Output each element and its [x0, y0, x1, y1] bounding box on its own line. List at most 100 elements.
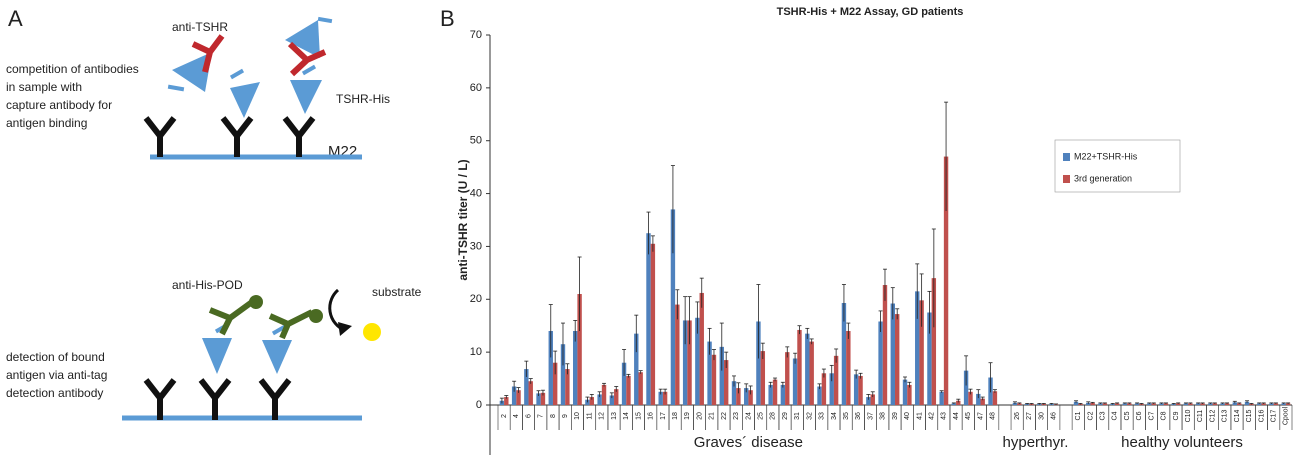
- y-tick-label: 70: [470, 29, 482, 41]
- group-label: healthy volunteers: [1121, 434, 1243, 451]
- bar: [1224, 403, 1230, 405]
- bar: [723, 360, 729, 405]
- bar: [1098, 403, 1103, 405]
- bar: [870, 394, 875, 405]
- x-tick-label: C3: [1100, 411, 1107, 420]
- x-tick-label: 16: [648, 412, 655, 420]
- bar: [980, 398, 985, 405]
- x-tick-label: 18: [672, 412, 679, 420]
- bar: [907, 384, 912, 405]
- x-tick-label: 23: [733, 412, 740, 420]
- bar: [833, 355, 839, 405]
- legend-box: [1054, 139, 1181, 193]
- antigens: [167, 16, 333, 118]
- bar: [919, 300, 924, 405]
- bar: [682, 320, 688, 405]
- y-tick-label: 0: [476, 399, 482, 411]
- x-tick-label: 42: [928, 412, 935, 420]
- label: substrate: [372, 285, 422, 299]
- group-label: Graves´ disease: [694, 434, 803, 451]
- x-tick-label: 37: [867, 412, 874, 420]
- x-tick-label: 47: [977, 412, 984, 420]
- detector-antibodies: [208, 299, 314, 340]
- bar: [1237, 403, 1242, 405]
- x-tick-label: 31: [794, 412, 801, 420]
- bar: [915, 291, 920, 405]
- y-tick-label: 60: [470, 82, 482, 94]
- bar: [675, 304, 680, 405]
- bar: [853, 374, 859, 405]
- x-tick-label: 29: [782, 412, 789, 420]
- bar: [736, 388, 741, 405]
- chart-title: TSHR-His + M22 Assay, GD patients: [777, 6, 964, 18]
- bar: [589, 397, 595, 405]
- bar: [516, 390, 521, 405]
- x-tick-label: 34: [831, 412, 838, 420]
- x-tick-label: C17: [1271, 409, 1278, 422]
- bar: [1183, 403, 1189, 405]
- x-tick-label: 19: [684, 412, 691, 420]
- bar: [963, 370, 969, 405]
- bar: [1220, 403, 1225, 405]
- x-tick-label: 8: [550, 414, 557, 418]
- bar: [601, 384, 607, 405]
- bar: [1257, 403, 1262, 405]
- y-tick-label: 20: [470, 293, 482, 305]
- bar: [1090, 402, 1095, 405]
- bar: [809, 341, 814, 405]
- x-tick-label: 22: [721, 412, 728, 420]
- bar: [1188, 403, 1193, 405]
- bar: [866, 397, 871, 405]
- enzyme: [309, 309, 323, 323]
- x-tick-label: 32: [806, 412, 813, 420]
- x-tick-label: 20: [696, 412, 703, 420]
- bar: [634, 333, 639, 405]
- bar: [902, 379, 908, 405]
- y-tick-label: 50: [470, 135, 482, 147]
- bar: [731, 381, 737, 405]
- bar: [540, 392, 546, 405]
- bar: [895, 314, 900, 405]
- enzyme: [249, 295, 263, 309]
- bar: [768, 384, 773, 405]
- panel-label: A: [8, 6, 23, 31]
- x-tick-label: Cpool: [1283, 406, 1290, 425]
- text-line: antigen via anti-tag: [6, 368, 107, 382]
- y-tick-label: 30: [470, 240, 482, 252]
- x-tick-label: 21: [709, 412, 716, 420]
- bar: [504, 397, 509, 405]
- x-tick-label: 2: [501, 414, 508, 418]
- bar: [528, 381, 533, 405]
- bar: [695, 317, 700, 405]
- x-tick-label: 6: [525, 414, 532, 418]
- x-tick-label: 15: [635, 412, 642, 420]
- bar: [609, 395, 615, 405]
- bar: [1285, 403, 1291, 405]
- x-tick-label: C6: [1136, 411, 1143, 420]
- arrow-head: [338, 322, 352, 336]
- bar: [951, 403, 957, 405]
- x-tick-label: 17: [660, 412, 667, 420]
- x-tick-label: 44: [953, 412, 960, 420]
- x-tick-label: 4: [513, 414, 520, 418]
- x-tick-label: 7: [538, 414, 545, 418]
- bar: [1017, 403, 1022, 405]
- bar: [878, 321, 883, 405]
- bar: [670, 209, 676, 405]
- bar: [744, 388, 749, 405]
- x-tick-label: 36: [855, 412, 862, 420]
- x-tick-label: 14: [623, 412, 630, 420]
- x-tick-label: 45: [965, 412, 972, 420]
- bar: [756, 321, 761, 405]
- bar: [621, 362, 627, 405]
- sample-antibodies: [191, 34, 327, 77]
- bar: [638, 372, 643, 405]
- bar: [992, 391, 998, 405]
- bar: [597, 394, 602, 405]
- bar: [748, 390, 753, 405]
- bar: [687, 320, 692, 405]
- bar: [1102, 403, 1108, 405]
- bar: [719, 346, 724, 405]
- x-tick-label: C13: [1222, 409, 1229, 422]
- bar: [511, 386, 517, 405]
